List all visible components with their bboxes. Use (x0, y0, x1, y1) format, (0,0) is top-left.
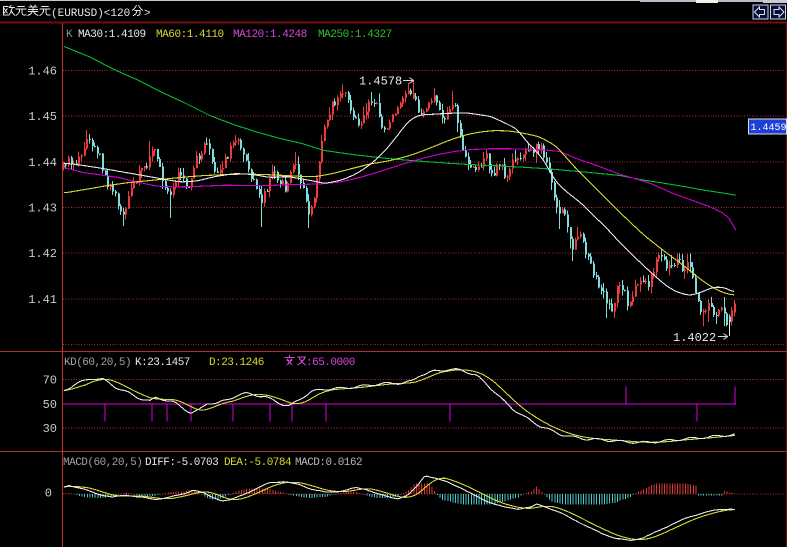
svg-text:1.4578: 1.4578 (359, 75, 402, 89)
svg-text:(EURUSD)<120: (EURUSD)<120 (51, 8, 130, 20)
svg-text:70: 70 (43, 374, 57, 388)
svg-text:DEA:-5.0784: DEA:-5.0784 (224, 457, 292, 469)
svg-text:1.46: 1.46 (28, 64, 57, 78)
svg-text:KD(60,20,5): KD(60,20,5) (64, 357, 131, 369)
svg-text:MA250:1.4327: MA250:1.4327 (318, 29, 392, 41)
svg-text:MA120:1.4248: MA120:1.4248 (233, 29, 307, 41)
svg-text:1.45: 1.45 (28, 110, 57, 124)
svg-text:K:23.1457: K:23.1457 (135, 357, 190, 369)
svg-text:1.43: 1.43 (28, 202, 57, 216)
svg-text:>: > (144, 8, 151, 20)
svg-text:50: 50 (43, 398, 57, 412)
svg-text:1.41: 1.41 (28, 293, 57, 307)
svg-text::65.0000: :65.0000 (306, 357, 355, 369)
svg-text:MA60:1.4110: MA60:1.4110 (156, 29, 224, 41)
svg-text:K: K (66, 29, 73, 41)
svg-text:MA30:1.4109: MA30:1.4109 (78, 29, 146, 41)
svg-text:1.4459: 1.4459 (751, 123, 787, 134)
svg-text:1.44: 1.44 (28, 156, 57, 170)
svg-text:0: 0 (45, 487, 52, 501)
svg-text:MACD:0.0162: MACD:0.0162 (295, 457, 362, 469)
svg-text:D:23.1246: D:23.1246 (209, 357, 264, 369)
svg-text:DIFF:-5.0703: DIFF:-5.0703 (145, 457, 218, 469)
svg-text:1.4022: 1.4022 (673, 331, 716, 345)
svg-text:1.42: 1.42 (28, 247, 57, 261)
svg-text:30: 30 (43, 422, 57, 436)
svg-text:MACD(60,20,5): MACD(60,20,5) (63, 457, 142, 469)
